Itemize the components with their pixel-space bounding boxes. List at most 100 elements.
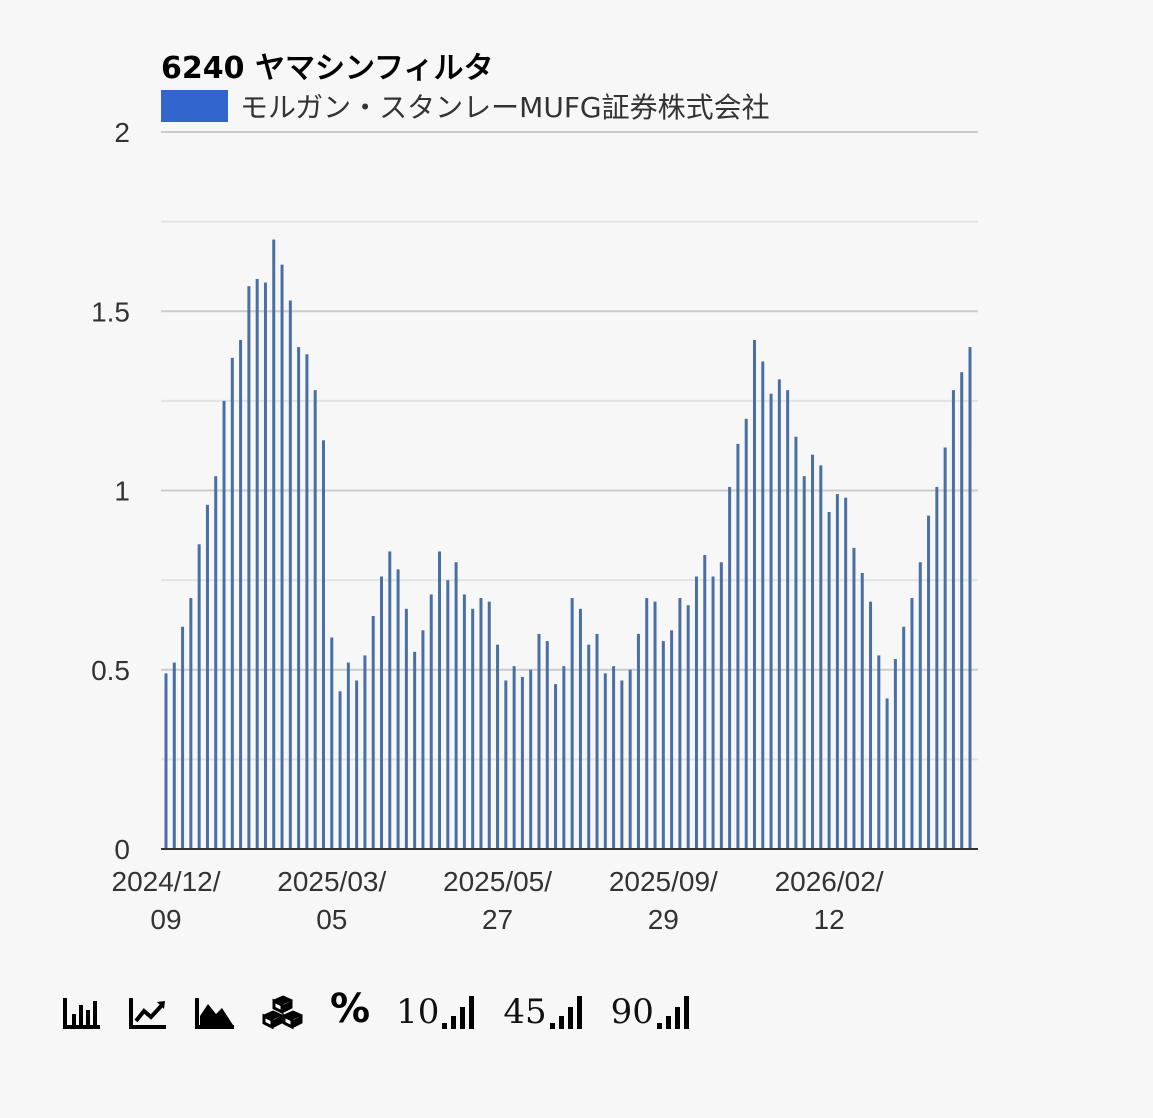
- bar[interactable]: [570, 598, 574, 849]
- bar[interactable]: [297, 347, 301, 849]
- bar[interactable]: [562, 666, 566, 849]
- bar[interactable]: [446, 580, 450, 849]
- bar[interactable]: [313, 390, 317, 849]
- period-90-button[interactable]: 90: [611, 994, 692, 1030]
- period-10-button[interactable]: 10: [396, 994, 477, 1030]
- bar[interactable]: [247, 286, 251, 849]
- bar[interactable]: [661, 641, 665, 849]
- bar[interactable]: [355, 680, 359, 849]
- bar[interactable]: [777, 379, 781, 849]
- bar[interactable]: [487, 601, 491, 849]
- bar[interactable]: [222, 400, 226, 849]
- legend-swatch[interactable]: [161, 90, 228, 122]
- percent-button[interactable]: %: [330, 988, 370, 1030]
- bar[interactable]: [595, 633, 599, 849]
- bar[interactable]: [736, 443, 740, 849]
- bar[interactable]: [205, 504, 209, 849]
- bar[interactable]: [794, 436, 798, 849]
- bar[interactable]: [520, 676, 524, 849]
- bar[interactable]: [769, 393, 773, 849]
- bar[interactable]: [263, 282, 267, 849]
- bar[interactable]: [189, 598, 193, 849]
- bar[interactable]: [744, 418, 748, 849]
- bar[interactable]: [214, 476, 218, 849]
- bar[interactable]: [529, 669, 533, 849]
- bar[interactable]: [545, 641, 549, 849]
- bar[interactable]: [280, 264, 284, 849]
- bar[interactable]: [578, 608, 582, 849]
- bar[interactable]: [827, 512, 831, 849]
- bar[interactable]: [230, 357, 234, 849]
- bar[interactable]: [537, 633, 541, 849]
- bar[interactable]: [380, 576, 384, 849]
- bar[interactable]: [852, 547, 856, 849]
- bar[interactable]: [678, 598, 682, 849]
- bar[interactable]: [927, 515, 931, 849]
- bar[interactable]: [172, 662, 176, 849]
- bar-chart-button[interactable]: [62, 996, 102, 1030]
- bar[interactable]: [819, 465, 823, 849]
- bar[interactable]: [694, 576, 698, 849]
- bar[interactable]: [653, 601, 657, 849]
- bar[interactable]: [164, 673, 168, 849]
- bar[interactable]: [645, 598, 649, 849]
- bar[interactable]: [960, 372, 964, 849]
- bar[interactable]: [860, 572, 864, 849]
- legend-label[interactable]: モルガン・スタンレーMUFG証券株式会社: [240, 91, 770, 124]
- bar[interactable]: [885, 698, 889, 849]
- bar[interactable]: [786, 390, 790, 849]
- bar[interactable]: [363, 655, 367, 849]
- line-chart-button[interactable]: [128, 996, 168, 1030]
- bar[interactable]: [711, 576, 715, 849]
- bar[interactable]: [910, 598, 914, 849]
- bar[interactable]: [429, 594, 433, 849]
- bar[interactable]: [504, 680, 508, 849]
- bar[interactable]: [512, 666, 516, 849]
- bar[interactable]: [587, 644, 591, 849]
- bar[interactable]: [305, 354, 309, 849]
- bar[interactable]: [636, 633, 640, 849]
- bar[interactable]: [620, 680, 624, 849]
- bar[interactable]: [686, 605, 690, 849]
- stacked-chart-button[interactable]: [262, 994, 304, 1030]
- bar[interactable]: [288, 300, 292, 849]
- bar[interactable]: [835, 494, 839, 849]
- bar[interactable]: [943, 447, 947, 849]
- bar[interactable]: [877, 655, 881, 849]
- bar[interactable]: [197, 544, 201, 849]
- bar[interactable]: [462, 594, 466, 849]
- bar[interactable]: [454, 562, 458, 849]
- bar[interactable]: [603, 673, 607, 849]
- bar[interactable]: [496, 644, 500, 849]
- bar[interactable]: [951, 390, 955, 849]
- bar[interactable]: [869, 601, 873, 849]
- bar[interactable]: [728, 486, 732, 849]
- bar[interactable]: [421, 630, 425, 849]
- bar[interactable]: [893, 658, 897, 849]
- bar[interactable]: [670, 630, 674, 849]
- bar[interactable]: [802, 476, 806, 849]
- bar[interactable]: [612, 666, 616, 849]
- bar[interactable]: [554, 684, 558, 849]
- bar[interactable]: [471, 608, 475, 849]
- bar[interactable]: [413, 651, 417, 849]
- bar[interactable]: [811, 454, 815, 849]
- bar[interactable]: [902, 626, 906, 849]
- bar[interactable]: [752, 339, 756, 849]
- bar[interactable]: [918, 562, 922, 849]
- bar[interactable]: [346, 662, 350, 849]
- bar[interactable]: [330, 637, 334, 849]
- bar[interactable]: [628, 669, 632, 849]
- period-45-button[interactable]: 45: [503, 994, 584, 1030]
- bar[interactable]: [181, 626, 185, 849]
- bar[interactable]: [321, 440, 325, 849]
- bar[interactable]: [968, 347, 972, 849]
- area-chart-button[interactable]: [194, 996, 236, 1030]
- bar[interactable]: [703, 555, 707, 849]
- bar[interactable]: [272, 239, 276, 850]
- bar[interactable]: [396, 569, 400, 849]
- bar[interactable]: [844, 497, 848, 849]
- bar[interactable]: [239, 339, 243, 849]
- bar[interactable]: [371, 615, 375, 849]
- bar[interactable]: [338, 691, 342, 849]
